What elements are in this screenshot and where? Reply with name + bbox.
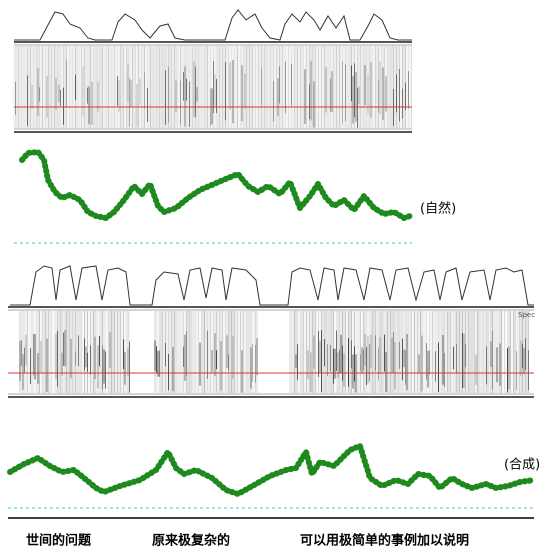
phrase: 原来极复杂的 (152, 533, 230, 549)
spectrogram-natural (13, 46, 412, 128)
phrase: 世间的问题 (26, 533, 92, 549)
label-natural: (自然) (420, 201, 456, 217)
pitch-contour (7, 443, 537, 497)
phrase: 可以用极简单的事例加以说明 (300, 533, 469, 549)
spectrogram-synthetic (19, 311, 529, 393)
envelope (14, 9, 412, 41)
pitch-contour (19, 149, 413, 221)
envelope (10, 265, 534, 306)
label-synthetic: (合成) (504, 458, 540, 473)
spec-label: Spec (518, 311, 535, 319)
